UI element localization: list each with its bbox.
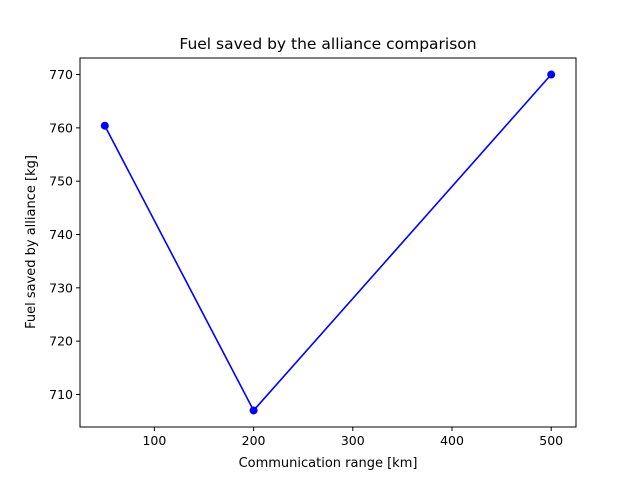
plot-area: 100 200 300 400 500 710 720 730 740 750 760 770 bbox=[49, 67, 563, 448]
y-tick-label: 710 bbox=[49, 387, 73, 402]
data-point bbox=[249, 406, 258, 415]
x-tick-label: 100 bbox=[142, 433, 166, 448]
plot-frame bbox=[79, 57, 577, 428]
y-tick-label: 730 bbox=[49, 280, 73, 295]
chart-title: Fuel saved by the alliance comparison bbox=[179, 35, 476, 53]
x-tick-label: 500 bbox=[539, 433, 563, 448]
y-tick-label: 740 bbox=[49, 227, 73, 242]
y-tick-label: 770 bbox=[49, 67, 73, 82]
x-tick-label: 200 bbox=[242, 433, 266, 448]
data-point bbox=[100, 121, 109, 130]
y-axis-label: Fuel saved by alliance [kg] bbox=[24, 155, 39, 329]
y-tick-label: 720 bbox=[49, 334, 73, 349]
x-tick-label: 400 bbox=[440, 433, 464, 448]
data-point bbox=[547, 70, 556, 79]
y-tick-label: 760 bbox=[49, 120, 73, 135]
x-tick-label: 300 bbox=[341, 433, 365, 448]
y-tick-label: 750 bbox=[49, 174, 73, 189]
x-axis-label: Communication range [km] bbox=[239, 456, 418, 471]
